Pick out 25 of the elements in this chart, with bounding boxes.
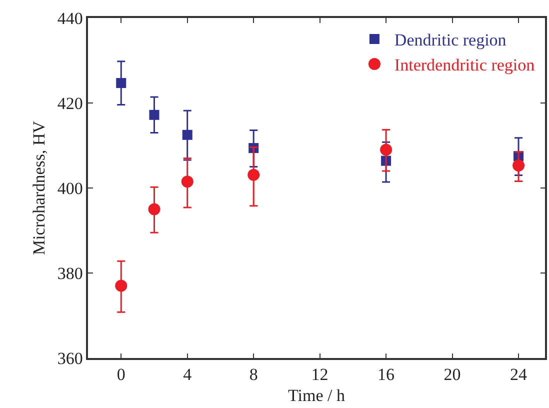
x-tick-label: 20 [444, 365, 461, 384]
y-tick-label: 420 [57, 94, 83, 113]
x-tick-label: 8 [249, 365, 258, 384]
point [148, 203, 160, 216]
point [380, 144, 392, 156]
x-tick-label: 16 [378, 365, 395, 384]
point [182, 130, 192, 140]
y-tick-label: 440 [57, 8, 83, 28]
legend-label: Dendritic region [394, 30, 507, 50]
y-axis-title: Microhardness, HV [29, 120, 48, 256]
x-tick-label: 12 [311, 365, 328, 384]
y-tick-label: 400 [57, 178, 83, 198]
x-tick-label: 0 [116, 365, 126, 384]
point [512, 159, 525, 172]
point [248, 168, 260, 181]
y-tick-label: 380 [57, 264, 83, 283]
point [116, 78, 126, 88]
y-tick-label: 360 [57, 348, 83, 368]
x-axis-title: Time / h [288, 386, 346, 406]
point [115, 280, 128, 292]
point [181, 176, 194, 188]
x-tick-label: 4 [183, 365, 192, 384]
legend-label: Interdendritic region [394, 56, 536, 75]
x-tick-label: 24 [510, 365, 528, 384]
point [149, 110, 160, 120]
